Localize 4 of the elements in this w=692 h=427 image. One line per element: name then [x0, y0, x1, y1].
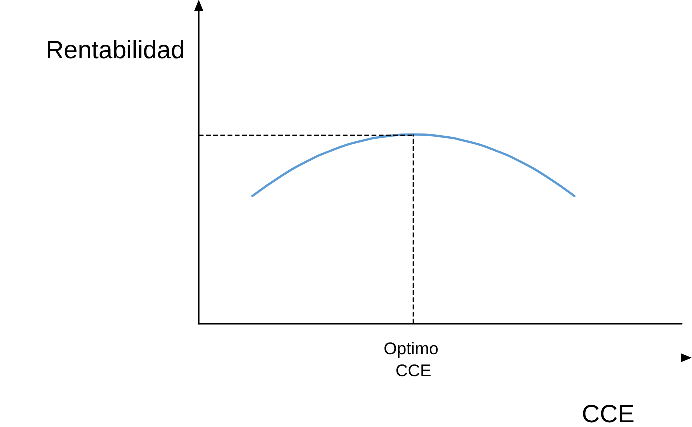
y-axis-title: Rentabilidad	[46, 36, 185, 64]
text: Optimo	[384, 340, 439, 358]
x-axis-title: CCE	[396, 362, 432, 380]
text: CCE	[582, 400, 635, 427]
